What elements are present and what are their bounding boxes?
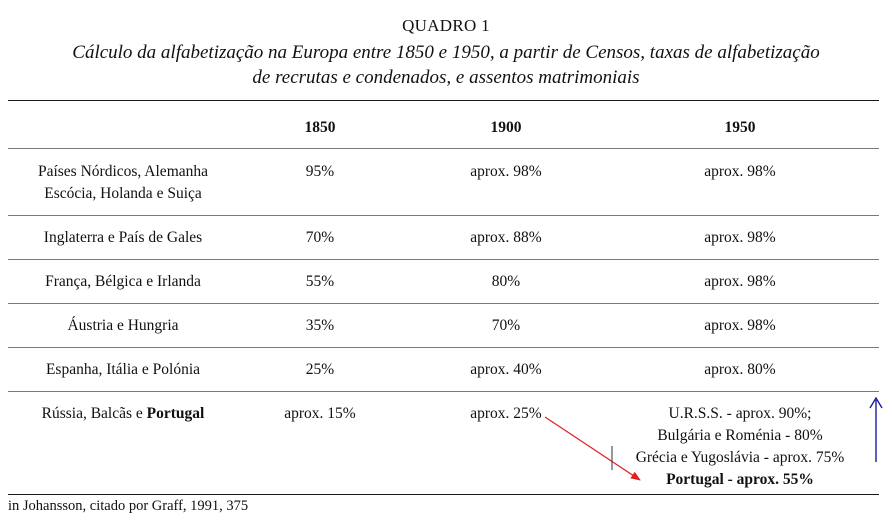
cell-1950-line-3: Grécia e Yugoslávia - aprox. 75% — [635, 449, 845, 466]
row-region-line-1: Países Nórdicos, Alemanha — [37, 163, 209, 180]
cell-1950: aprox. 98% — [704, 317, 776, 334]
row-divider — [8, 259, 879, 260]
row-divider — [8, 391, 879, 392]
row-region-portugal: Portugal — [146, 405, 205, 422]
row-region: Rússia, Balcãs e Portugal — [8, 403, 238, 425]
row-divider — [8, 215, 879, 216]
row-region: Espanha, Itália e Polónia — [45, 361, 201, 378]
blue-arrow-up-icon — [869, 396, 883, 409]
row-region-line-2: Escócia, Holanda e Suiça — [44, 185, 202, 202]
cell-1900: aprox. 25% — [470, 405, 542, 422]
table-title-line-2: de recrutas e condenados, e assentos mat… — [252, 67, 640, 88]
cell-1900: 80% — [491, 273, 521, 290]
cell-1850: aprox. 15% — [284, 405, 356, 422]
header-1850: 1850 — [304, 119, 336, 136]
cell-1850: 35% — [305, 317, 335, 334]
row-divider — [8, 347, 879, 348]
row-region-text: Rússia, Balcãs e — [41, 405, 147, 422]
cell-1950-line-2: Bulgária e Roménia - 80% — [657, 427, 823, 444]
cell-1850: 25% — [305, 361, 335, 378]
cell-1950-line-1: U.R.S.S. - aprox. 90%; — [668, 405, 812, 422]
cell-1950: aprox. 98% — [704, 273, 776, 290]
table-label: QUADRO 1 — [402, 16, 490, 35]
cell-1850: 70% — [305, 229, 335, 246]
row-region: Inglaterra e País de Gales — [43, 229, 203, 246]
cell-1900: aprox. 88% — [470, 229, 542, 246]
cell-1900: aprox. 40% — [470, 361, 542, 378]
row-region: Áustria e Hungria — [67, 317, 179, 334]
cell-1950: U.R.S.S. - aprox. 90%; Bulgária e Roméni… — [612, 403, 868, 491]
source-note: in Johansson, citado por Graff, 1991, 37… — [8, 498, 249, 514]
row-region: Países Nórdicos, Alemanha Escócia, Holan… — [8, 161, 238, 205]
cell-1950: aprox. 98% — [704, 229, 776, 246]
row-region: França, Bélgica e Irlanda — [45, 273, 201, 290]
cell-1850: 55% — [305, 273, 335, 290]
top-rule — [8, 100, 879, 101]
row-divider — [8, 148, 879, 149]
row-divider — [8, 303, 879, 304]
header-1950: 1950 — [724, 119, 756, 136]
bottom-rule — [8, 494, 879, 495]
cell-1900: aprox. 98% — [470, 163, 542, 180]
cell-1900: 70% — [491, 317, 521, 334]
cell-1950: aprox. 98% — [704, 163, 776, 180]
table-title: Cálculo da alfabetização na Europa entre… — [0, 40, 892, 90]
header-1900: 1900 — [490, 119, 522, 136]
table-title-line-1: Cálculo da alfabetização na Europa entre… — [72, 42, 820, 63]
cell-1850: 95% — [305, 163, 335, 180]
cell-1950-portugal: Portugal - aprox. 55% — [666, 471, 814, 488]
cell-1950: aprox. 80% — [704, 361, 776, 378]
